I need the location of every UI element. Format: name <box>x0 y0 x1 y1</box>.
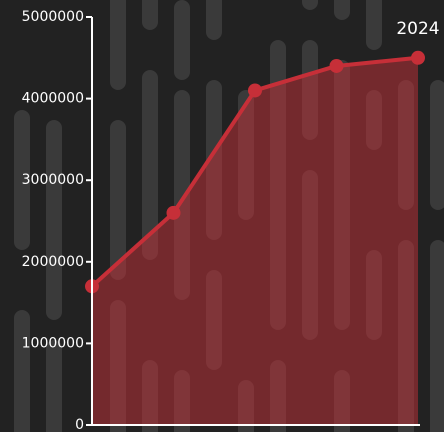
stripe <box>206 0 222 40</box>
stripe <box>430 80 444 210</box>
y-tick-label: 0 <box>75 417 84 432</box>
stripe <box>430 240 444 432</box>
y-tick-label: 2000000 <box>22 254 84 270</box>
stripe <box>14 310 30 432</box>
chart: 0 1000000 2000000 3000000 4000000 5000000 2024 <box>0 0 444 432</box>
point <box>411 51 425 65</box>
point <box>248 83 262 97</box>
y-tick-label: 5000000 <box>22 9 84 25</box>
stripe <box>142 0 158 30</box>
stripe <box>334 0 350 20</box>
point <box>167 206 181 220</box>
y-tick-label: 3000000 <box>22 172 84 188</box>
stripe <box>46 120 62 320</box>
stripe <box>366 0 382 50</box>
y-tick-label: 4000000 <box>22 91 84 107</box>
page: {"chart_data": {"type": "line", "categor… <box>0 0 444 432</box>
x-category-label: 2024 <box>396 19 439 39</box>
stripe <box>46 340 62 432</box>
stripe <box>174 0 190 80</box>
y-tick-label: 1000000 <box>22 335 84 351</box>
stripe <box>110 0 126 90</box>
point <box>330 59 344 73</box>
